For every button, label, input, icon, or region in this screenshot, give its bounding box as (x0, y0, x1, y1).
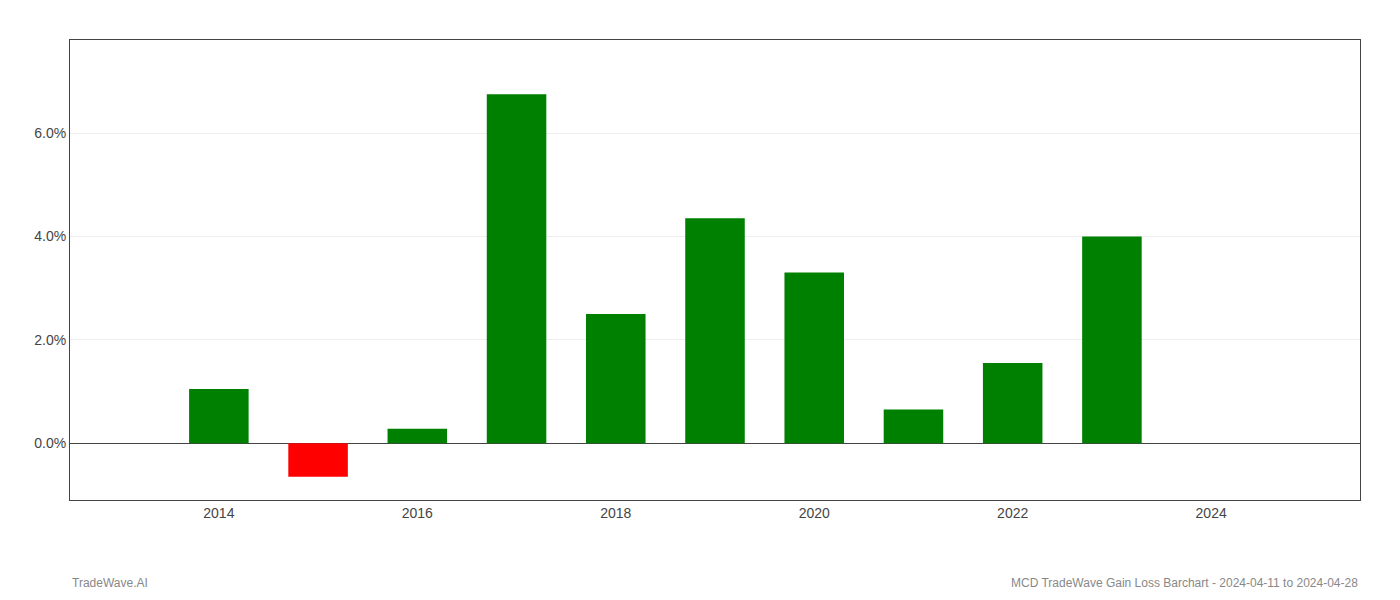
svg-text:2022: 2022 (997, 505, 1028, 521)
svg-text:0.0%: 0.0% (34, 435, 66, 451)
svg-text:2024: 2024 (1196, 505, 1227, 521)
svg-text:2018: 2018 (600, 505, 631, 521)
svg-text:6.0%: 6.0% (34, 125, 66, 141)
svg-text:TradeWave.AI: TradeWave.AI (72, 576, 148, 590)
svg-text:2020: 2020 (799, 505, 830, 521)
svg-text:4.0%: 4.0% (34, 228, 66, 244)
svg-text:2016: 2016 (402, 505, 433, 521)
svg-text:2.0%: 2.0% (34, 332, 66, 348)
svg-text:MCD TradeWave Gain Loss Barcha: MCD TradeWave Gain Loss Barchart - 2024-… (1011, 576, 1358, 590)
svg-text:2014: 2014 (203, 505, 234, 521)
